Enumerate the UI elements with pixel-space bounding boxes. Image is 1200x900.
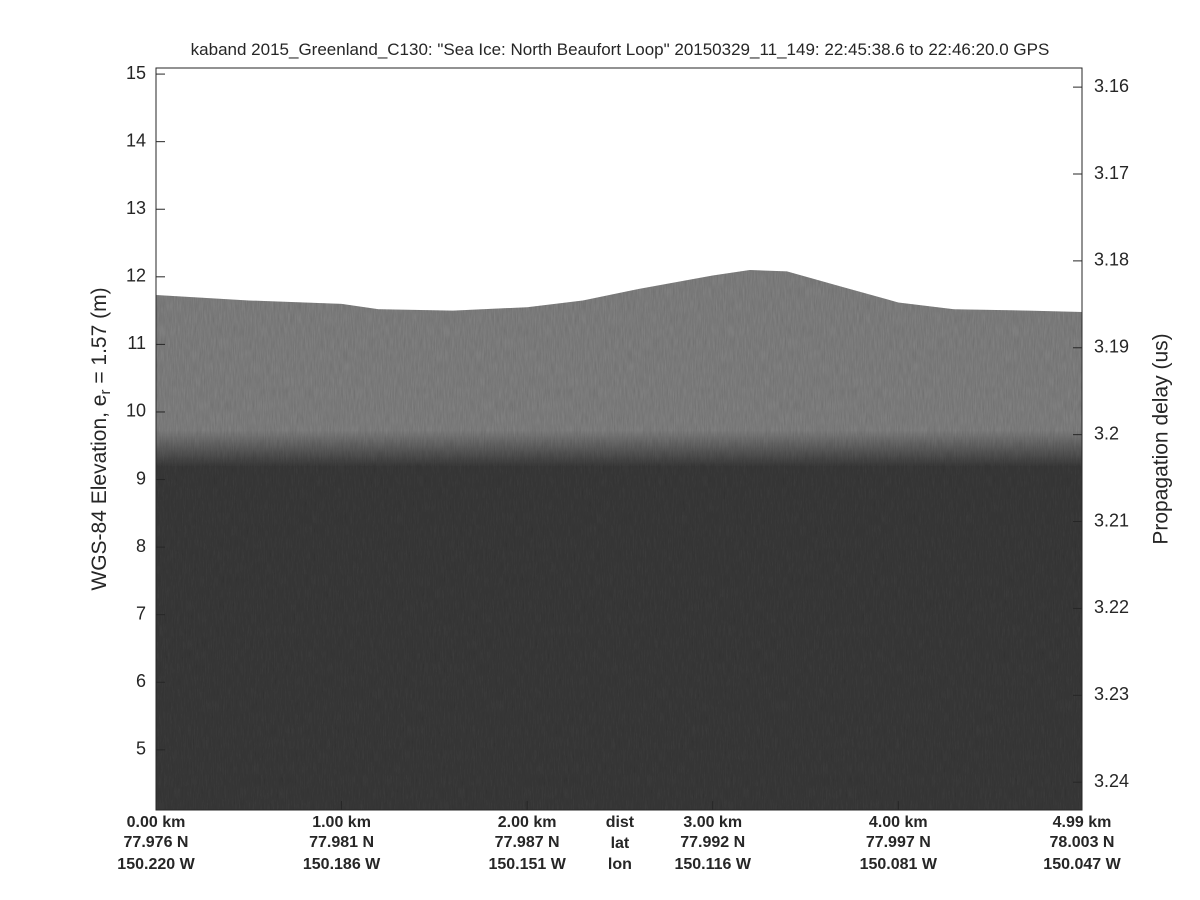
x-tick-label: 4.00 km	[869, 814, 928, 831]
row-name: dist	[606, 814, 635, 831]
plot-frame	[155, 67, 1083, 811]
x-tick-lon: 150.081 W	[860, 856, 938, 873]
y-axis-label-suffix: = 1.57 (m)	[88, 287, 111, 389]
x-tick-lon: 150.116 W	[674, 856, 751, 873]
x-tick-lon: 150.186 W	[303, 856, 381, 873]
y-axis-label-sub: r	[97, 390, 114, 395]
y2-tick-label: 3.21	[1094, 510, 1129, 530]
x-tick-lat: 77.987 N	[495, 834, 560, 851]
x-tick-lat: 78.003 N	[1050, 834, 1115, 851]
y-tick-label: 8	[136, 536, 146, 556]
y2-tick-label: 3.16	[1094, 76, 1129, 96]
x-tick-label: 4.99 km	[1053, 814, 1112, 831]
y2-tick-label: 3.19	[1094, 337, 1129, 357]
x-tick-lon: 150.047 W	[1043, 856, 1121, 873]
y-axis-label: WGS-84 Elevation, er = 1.57 (m)	[88, 287, 114, 590]
y-tick-label: 5	[136, 739, 146, 759]
y-tick-label: 14	[126, 130, 146, 150]
y2-tick-label: 3.23	[1094, 684, 1129, 704]
echogram	[156, 270, 1082, 810]
y2-tick-label: 3.17	[1094, 163, 1129, 183]
chart-title: kaband 2015_Greenland_C130: "Sea Ice: No…	[191, 40, 1050, 59]
y2-tick-label: 3.22	[1094, 597, 1129, 617]
x-tick-label: 2.00 km	[498, 814, 557, 831]
y2-tick-label: 3.2	[1094, 423, 1119, 443]
x-tick-label: 3.00 km	[683, 814, 742, 831]
x-tick-lat: 77.976 N	[124, 834, 189, 851]
y-tick-label: 12	[126, 266, 146, 286]
row-name: lon	[608, 856, 632, 873]
x-tick-lat: 77.997 N	[866, 834, 931, 851]
y-tick-label: 6	[136, 671, 146, 691]
y-tick-label: 9	[136, 468, 146, 488]
y2-tick-label: 3.18	[1094, 250, 1129, 270]
x-tick-lat: 77.981 N	[309, 834, 374, 851]
x-tick-lon: 150.220 W	[117, 856, 195, 873]
y-axis-label-main: WGS-84 Elevation, e	[88, 395, 111, 591]
y2-tick-label: 3.24	[1094, 771, 1129, 791]
y-tick-label: 7	[136, 603, 146, 623]
y-tick-label: 10	[126, 401, 146, 421]
x-tick-lat: 77.992 N	[680, 834, 745, 851]
y-tick-label: 11	[127, 333, 146, 353]
y-tick-label: 15	[126, 63, 146, 83]
x-tick-label: 0.00 km	[127, 814, 186, 831]
y-tick-label: 13	[126, 198, 146, 218]
x-tick-lon: 150.151 W	[488, 856, 566, 873]
row-name: lat	[611, 835, 630, 852]
y2-axis-label: Propagation delay (us)	[1150, 333, 1173, 544]
x-tick-label: 1.00 km	[312, 814, 371, 831]
